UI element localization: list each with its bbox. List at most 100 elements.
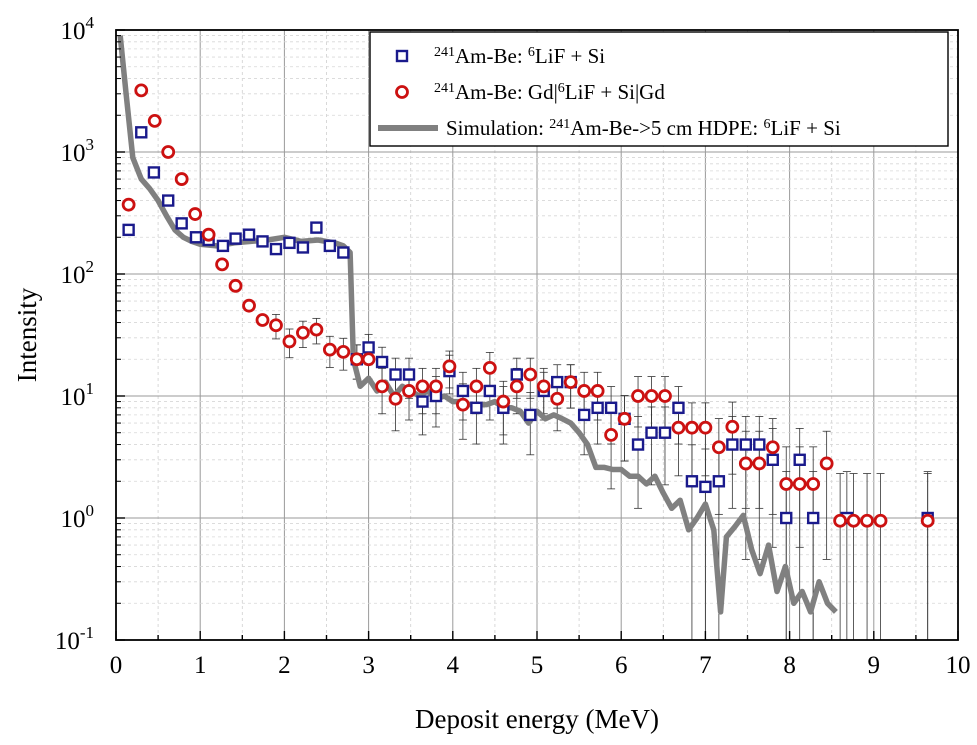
gd-point bbox=[658, 389, 672, 403]
lif-point bbox=[362, 341, 375, 354]
lif-point bbox=[604, 401, 618, 415]
lif-point bbox=[591, 401, 604, 415]
gd-point bbox=[698, 420, 713, 435]
gd-point bbox=[631, 389, 645, 403]
y-tick-label: 100 bbox=[61, 501, 95, 533]
gd-point bbox=[469, 379, 484, 394]
y-tick-label: 10-1 bbox=[55, 623, 94, 655]
lif-point bbox=[645, 426, 658, 439]
lif-point bbox=[793, 453, 806, 466]
lif-point bbox=[456, 384, 470, 398]
x-tick-label: 7 bbox=[699, 652, 712, 679]
x-tick-label: 5 bbox=[531, 652, 544, 679]
lif-point bbox=[402, 368, 416, 381]
lif-point bbox=[753, 438, 766, 451]
x-tick-label: 6 bbox=[615, 652, 628, 679]
lif-point bbox=[147, 166, 161, 179]
lif-point bbox=[337, 246, 350, 259]
gd-point bbox=[375, 379, 389, 394]
lif-point bbox=[296, 241, 310, 254]
lif-point bbox=[699, 480, 712, 494]
gd-point bbox=[711, 440, 726, 455]
measured-series bbox=[121, 83, 935, 528]
lif-point bbox=[577, 408, 591, 422]
lif-point bbox=[685, 475, 699, 488]
gd-point bbox=[201, 227, 216, 242]
gd-point bbox=[255, 313, 270, 327]
lif-point bbox=[283, 236, 296, 250]
y-tick-label: 101 bbox=[61, 379, 95, 411]
lif-point bbox=[739, 438, 753, 451]
lif-point bbox=[416, 395, 429, 408]
lif-point bbox=[175, 217, 188, 230]
gd-point bbox=[402, 384, 416, 398]
lif-point bbox=[672, 401, 685, 415]
gd-point bbox=[134, 83, 149, 98]
gd-point bbox=[577, 384, 592, 398]
gd-point bbox=[429, 379, 443, 394]
lif-point bbox=[658, 426, 672, 439]
gd-point bbox=[604, 427, 618, 442]
lif-point bbox=[524, 408, 537, 422]
gd-point bbox=[415, 379, 430, 394]
gd-point bbox=[873, 513, 888, 528]
gd-point bbox=[846, 513, 861, 528]
gd-point bbox=[482, 360, 497, 375]
legend-marker-square bbox=[395, 49, 409, 63]
gd-point bbox=[644, 389, 659, 403]
gd-point bbox=[456, 397, 470, 412]
gd-point bbox=[442, 359, 457, 374]
gd-point bbox=[920, 513, 935, 528]
x-tick-label: 0 bbox=[110, 652, 123, 679]
lif-point bbox=[483, 384, 497, 398]
lif-point bbox=[780, 511, 793, 525]
legend-label-lif: 241Am-Be: 6LiF + Si bbox=[434, 44, 605, 68]
gd-point bbox=[819, 456, 834, 471]
gd-point bbox=[779, 477, 794, 491]
gd-point bbox=[336, 344, 351, 359]
lif-point bbox=[242, 228, 256, 241]
lif-point bbox=[551, 375, 564, 389]
gd-point bbox=[322, 342, 337, 357]
lif-point bbox=[375, 355, 389, 369]
x-tick-label: 1 bbox=[194, 652, 207, 679]
x-tick-label: 9 bbox=[868, 652, 881, 679]
gd-point bbox=[765, 440, 780, 455]
lif-point bbox=[510, 368, 523, 381]
x-tick-label: 10 bbox=[946, 652, 971, 679]
gd-point bbox=[590, 384, 605, 398]
y-tick-label: 103 bbox=[61, 135, 95, 167]
lif-point bbox=[766, 453, 779, 466]
gd-point bbox=[509, 379, 524, 394]
x-tick-label: 2 bbox=[278, 652, 291, 679]
gd-point bbox=[725, 419, 740, 434]
axis-ticks bbox=[115, 29, 959, 641]
lif-point bbox=[310, 221, 323, 234]
gd-point bbox=[121, 197, 136, 212]
gd-point bbox=[523, 367, 538, 382]
gd-point bbox=[349, 352, 364, 367]
lif-point bbox=[389, 368, 402, 381]
gd-point bbox=[174, 172, 189, 186]
gd-point bbox=[282, 334, 297, 349]
gd-point bbox=[361, 352, 376, 367]
legend: 241Am-Be: 6LiF + Si 241Am-Be: Gd|6LiF + S… bbox=[369, 31, 949, 147]
gd-point bbox=[860, 513, 874, 528]
gd-point bbox=[752, 456, 767, 471]
gd-point bbox=[215, 257, 229, 272]
gd-point bbox=[806, 477, 821, 491]
gd-point bbox=[536, 379, 551, 394]
lif-point bbox=[726, 438, 739, 451]
tick-labels: 0 1 2 3 4 5 6 7 8 9 10 10-1 100 101 102 103 104 bbox=[55, 13, 971, 679]
y-tick-label: 104 bbox=[61, 13, 95, 45]
lif-point bbox=[122, 223, 135, 237]
gd-point bbox=[563, 375, 578, 389]
gd-point bbox=[309, 322, 324, 337]
lif-point bbox=[269, 242, 283, 256]
x-axis-label: Deposit energy (MeV) bbox=[415, 704, 659, 734]
gd-point bbox=[496, 394, 511, 409]
legend-box bbox=[369, 31, 949, 147]
lif-point bbox=[229, 232, 242, 245]
lif-point bbox=[806, 511, 820, 525]
